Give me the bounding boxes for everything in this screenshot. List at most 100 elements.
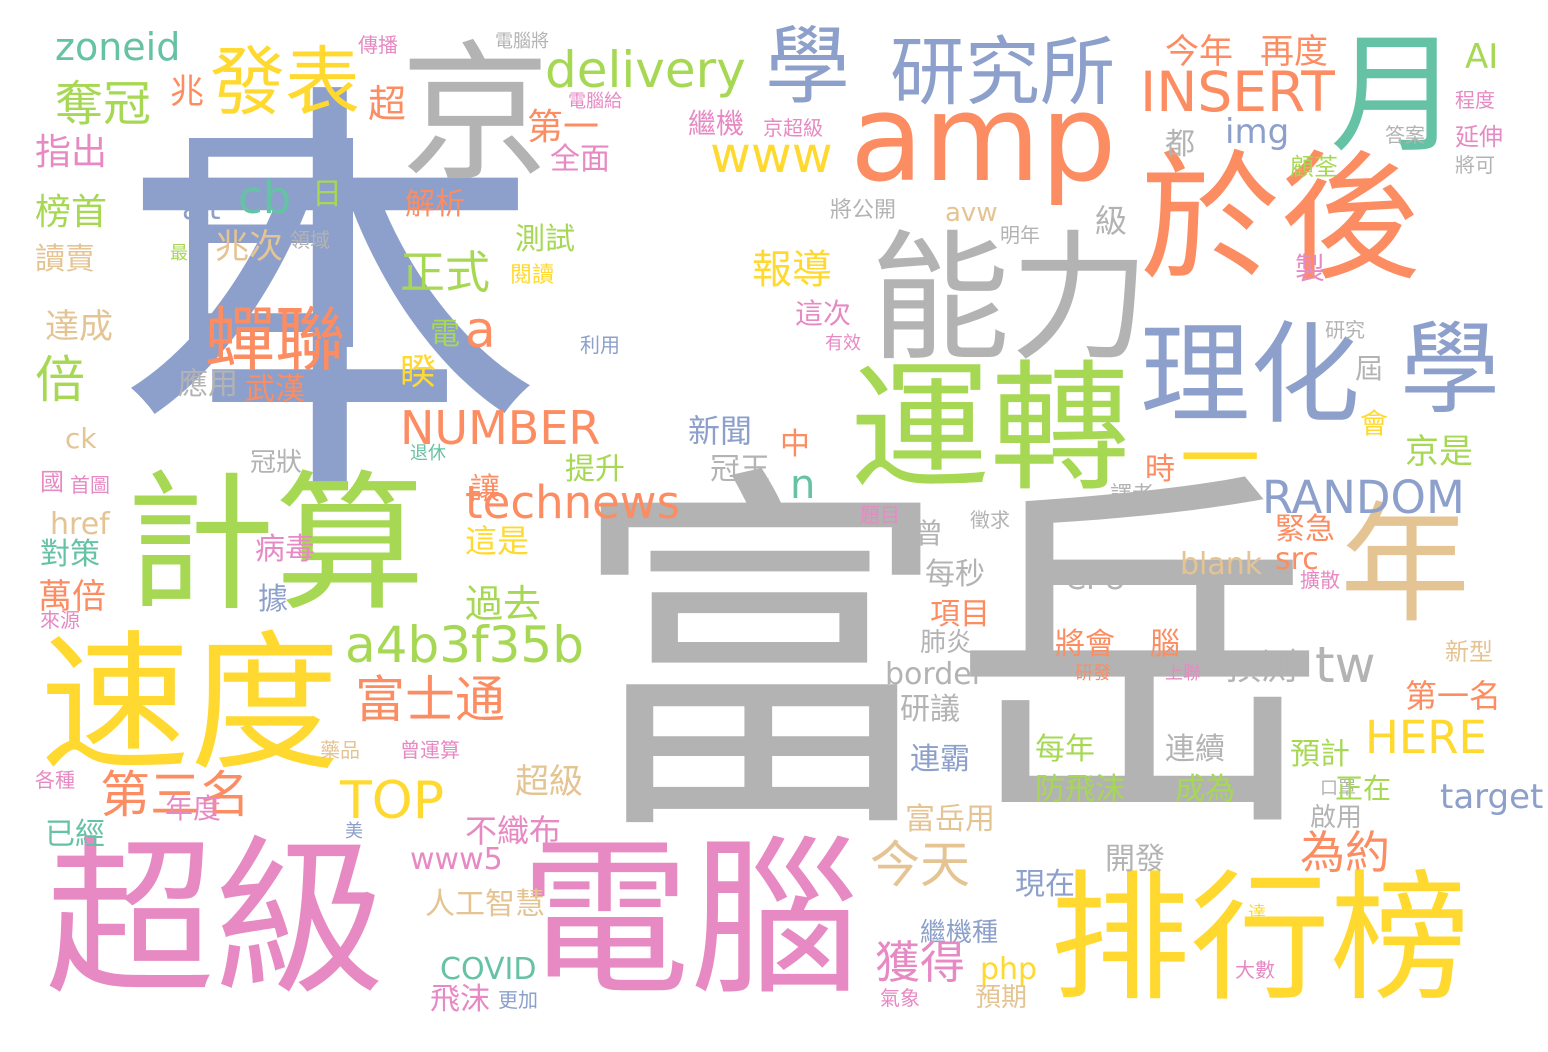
cloud-word-43-cjk: 指出 [35, 132, 108, 173]
cloud-word-37-cjk: 全面 [550, 142, 610, 177]
cloud-word-59-cjk: 閱讀 [510, 263, 555, 288]
cloud-word-102-cjk: 緊急 [1275, 512, 1335, 547]
cloud-word-98-cjk: 對策 [40, 537, 100, 572]
cloud-word-139-cjk: 防飛沫 [1035, 772, 1125, 807]
cloud-word-62-cjk: 明年 [1000, 223, 1040, 247]
cloud-word-143-cjk: 啟用 [1310, 803, 1363, 833]
cloud-word-83-cjk: 國 [40, 468, 64, 496]
cloud-word-101-cjk: 曾 [915, 517, 944, 550]
cloud-word-17-cjk: 學 [1400, 311, 1500, 428]
cloud-word-106-cjk: 萬倍 [38, 577, 106, 617]
cloud-word-32-cjk: 超 [368, 82, 407, 126]
cloud-word-108-cjk: 過去 [465, 582, 542, 626]
cloud-word-144-cjk: 已經 [45, 817, 105, 852]
cloud-word-82-cjk: 京是 [1405, 432, 1473, 472]
cloud-word-141-cjk: 正在 [1335, 772, 1392, 805]
cloud-word-154-cjk: 達 [1248, 903, 1266, 924]
cloud-word-110-cjk: 擴散 [1300, 568, 1340, 592]
cloud-word-107-cjk: 據 [258, 582, 288, 617]
cloud-word-145-cjk: 美 [345, 821, 363, 842]
cloud-word-147-cjk: 富岳用 [905, 802, 995, 837]
cloud-word-31-cjk: 兆 [170, 72, 204, 112]
cloud-word-150-cjk: 今天 [870, 836, 970, 894]
cloud-word-159-cjk: 大數 [1235, 958, 1275, 982]
cloud-word-7-cjk: 計算 [125, 458, 426, 632]
cloud-word-133-cjk: 各種 [35, 768, 75, 792]
cloud-word-153-cjk: 現在 [1015, 867, 1075, 902]
cloud-word-130-cjk: 連續 [1165, 732, 1225, 767]
cloud-word-94-href: href [50, 507, 110, 542]
cloud-word-79-cjk: 新聞 [688, 412, 753, 450]
cloud-word-138-cjk: 超級 [515, 762, 583, 802]
cloud-word-89-n: n [790, 462, 816, 508]
cloud-word-105-blank: blank [1180, 547, 1263, 582]
cloud-word-56-cjk: 領域 [290, 228, 330, 252]
cloud-word-77-number: NUMBER [400, 401, 601, 455]
cloud-word-38-www: www [710, 126, 833, 184]
cloud-word-85-cjk: 冠狀 [250, 448, 303, 478]
cloud-word-134-cjk: 口罩 [1320, 778, 1356, 799]
cloud-word-51-avw: avw [945, 198, 998, 228]
cloud-word-131-cjk: 預計 [1290, 737, 1350, 772]
cloud-word-28-ai: AI [1465, 37, 1499, 77]
cloud-word-156-covid: COVID [440, 952, 537, 987]
cloud-word-95-cjk: 題目 [860, 503, 900, 527]
cloud-word-99-cjk: 病毒 [255, 532, 315, 567]
cloud-word-123-cjk: 第一名 [1405, 677, 1502, 715]
cloud-word-93-random: RANDOM [1262, 471, 1465, 524]
cloud-word-35-cjk: 京超級 [763, 116, 823, 140]
cloud-word-21-delivery: delivery [545, 41, 746, 99]
cloud-word-16-cjk: 理化 [1140, 311, 1360, 439]
cloud-word-116-cjk: 腦 [1150, 627, 1180, 662]
cloud-word-75-cjk: 睽 [400, 352, 437, 393]
cloud-word-122-cjk: 上聯 [1165, 663, 1201, 684]
cloud-word-88-cjk: 冠王 [710, 452, 770, 487]
cloud-word-15-cjk: 一 [1180, 413, 1260, 506]
cloud-word-142-target: target [1440, 777, 1544, 817]
cloud-word-2-cjk: 富岳 [570, 438, 1330, 881]
cloud-word-162-cjk: 氣象 [880, 986, 920, 1010]
cloud-word-119-cjk: 預測 [1225, 647, 1298, 688]
cloud-word-39-img: img [1225, 112, 1290, 152]
cloud-word-26-cjk: 今年 [1165, 32, 1233, 72]
cloud-word-50-cjk: 解析 [405, 187, 465, 222]
cloud-word-100-cjk: 這是 [465, 522, 530, 560]
cloud-word-136-cjk: 年度 [165, 792, 222, 825]
cloud-word-118-cjk: 新型 [1445, 638, 1493, 666]
cloud-word-9-cjk: 能力 [870, 218, 1151, 381]
cloud-word-60-cjk: 正式 [400, 246, 491, 299]
cloud-word-117-tw: tw [1315, 636, 1376, 694]
cloud-word-128-cjk: 曾運算 [400, 738, 460, 762]
cloud-word-25-cjk: 電腦將 [495, 31, 549, 52]
cloud-word-71-cjk: 有效 [825, 333, 861, 354]
cloud-word-80-cjk: 中 [780, 427, 810, 462]
cloud-word-48-cjk: 日 [312, 177, 342, 212]
cloud-word-1-cjk: 日 [145, 99, 395, 390]
cloud-word-29-cjk: 程度 [1455, 88, 1495, 112]
cloud-word-81-ck: ck [65, 422, 97, 455]
cloud-word-103-src: src [1275, 542, 1319, 577]
cloud-word-52-cjk: 將公開 [830, 198, 897, 223]
cloud-word-148-cjk: 為約 [1300, 826, 1391, 879]
cloud-word-19-cjk: 研究所 [890, 28, 1116, 116]
cloud-word-67-cjk: 達成 [45, 307, 113, 347]
cloud-word-121-cjk: 研發 [1075, 663, 1111, 684]
cloud-word-53-cjk: 級 [1095, 202, 1128, 240]
cloud-word-63-cjk: 製 [1295, 252, 1325, 287]
cloud-word-33-cjk: 電腦給 [568, 91, 622, 112]
cloud-word-47-cb: cb [238, 171, 292, 224]
cloud-word-27-cjk: 再度 [1260, 32, 1328, 72]
cloud-word-113-a4b3f35b: a4b3f35b [345, 616, 584, 674]
cloud-word-6-cjk: 速度 [40, 618, 341, 792]
cloud-word-24-cjk: 傳播 [358, 33, 398, 57]
cloud-word-155-cjk: 繼機種 [920, 918, 999, 948]
cloud-word-151-cjk: 開發 [1105, 842, 1165, 877]
cloud-word-163-cjk: 預期 [975, 983, 1028, 1013]
cloud-word-66-cjk: 倍 [35, 351, 85, 409]
cloud-word-54-cjk: 讀賣 [35, 242, 95, 277]
cloud-word-36-cjk: 第一 [527, 107, 600, 148]
cloud-word-10-cjk: 於後 [1140, 138, 1421, 301]
cloud-word-161-cjk: 更加 [498, 988, 538, 1012]
cloud-word-135-cjk: 第三名 [100, 766, 250, 824]
